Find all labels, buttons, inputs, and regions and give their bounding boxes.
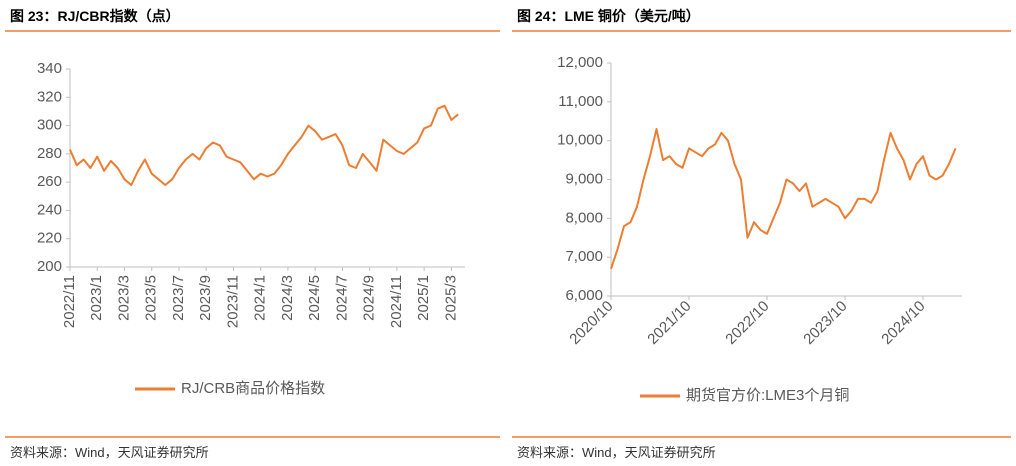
- x-tick-label: 2023/7: [170, 275, 187, 321]
- source-note: 资料来源：Wind，天风证券研究所: [10, 445, 209, 460]
- y-tick-label: 320: [37, 88, 62, 105]
- y-tick-label: 11,000: [558, 93, 603, 110]
- x-tick-label: 2023/5: [143, 275, 160, 321]
- x-tick-label: 2024/9: [361, 275, 378, 321]
- y-tick-label: 10,000: [557, 132, 603, 149]
- y-tick-label: 220: [37, 230, 62, 247]
- x-tick-label: 2024/10: [878, 298, 928, 348]
- x-tick-label: 2023/9: [197, 275, 214, 321]
- y-tick-label: 280: [37, 145, 62, 162]
- x-tick-label: 2024/11: [388, 275, 405, 328]
- y-tick-label: 260: [37, 173, 62, 190]
- y-tick-label: 300: [37, 117, 62, 134]
- x-tick-label: 2023/3: [115, 275, 132, 321]
- y-tick-label: 240: [37, 201, 62, 218]
- y-tick-label: 200: [37, 258, 62, 275]
- y-tick-label: 12,000: [557, 54, 603, 71]
- x-tick-label: 2020/10: [566, 298, 616, 348]
- chart-title: 图 24：LME 铜价（美元/吨）: [517, 8, 700, 24]
- y-tick-label: 7,000: [565, 248, 603, 265]
- x-tick-label: 2024/5: [306, 275, 323, 321]
- x-tick-label: 2021/10: [644, 298, 694, 348]
- x-tick-label: 2025/3: [442, 275, 459, 321]
- series-line: [610, 128, 957, 270]
- y-tick-label: 6,000: [565, 287, 603, 304]
- source-note: 资料来源：Wind，天风证券研究所: [517, 445, 716, 460]
- x-tick-label: 2025/1: [415, 275, 432, 321]
- y-tick-label: 340: [37, 60, 62, 77]
- y-tick-label: 8,000: [565, 209, 603, 226]
- x-tick-label: 2023/10: [800, 298, 850, 348]
- chart-title: 图 23：RJ/CBR指数（点）: [10, 8, 180, 24]
- legend-label: RJ/CRB商品价格指数: [181, 380, 325, 397]
- x-tick-label: 2023/11: [224, 275, 241, 328]
- x-tick-label: 2022/11: [61, 275, 78, 328]
- y-tick-label: 9,000: [565, 170, 603, 187]
- x-tick-label: 2024/3: [279, 275, 296, 321]
- x-tick-label: 2022/10: [722, 298, 772, 348]
- legend-label: 期货官方价:LME3个月铜: [686, 387, 849, 404]
- x-tick-label: 2024/7: [333, 275, 350, 321]
- series-line: [69, 104, 459, 186]
- x-tick-label: 2024/1: [252, 275, 269, 321]
- x-tick-label: 2023/1: [88, 275, 105, 321]
